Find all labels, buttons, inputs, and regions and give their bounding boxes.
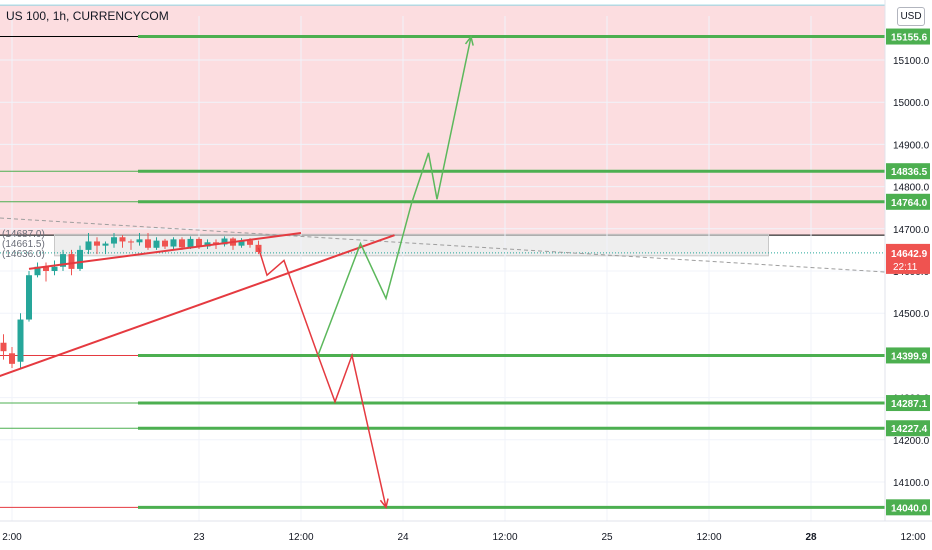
candle-body: [247, 240, 253, 245]
candle-body: [0, 342, 7, 352]
candle-body: [43, 266, 49, 271]
level-price-tag[interactable]: [886, 28, 930, 45]
candle-body: [238, 240, 245, 246]
price-tick-label: 14100.0: [893, 478, 930, 489]
current-price-label: 14642.9: [891, 249, 928, 260]
candle-body: [102, 243, 109, 246]
level-price-label: 15155.6: [891, 33, 928, 44]
level-price-tag[interactable]: [886, 395, 930, 412]
price-tick-label: 14500.0: [893, 309, 930, 320]
level-price-label: 14227.4: [891, 424, 928, 435]
trendline: [0, 234, 395, 377]
candle-body: [77, 249, 83, 269]
bearish-projection-arrow: [379, 498, 389, 510]
candle-body: [94, 241, 100, 246]
level-price-label: 14287.1: [891, 399, 928, 410]
countdown-label: 22:11: [893, 262, 918, 273]
chart-title: US 100, 1h, CURRENCYCOM: [6, 9, 169, 23]
time-tick-label: 12:00: [288, 532, 313, 543]
drawings-layer: [0, 35, 474, 510]
candle-body: [153, 240, 160, 248]
candle-body: [85, 241, 92, 250]
bearish-projection: [257, 247, 387, 508]
level-price-tag[interactable]: [886, 193, 930, 210]
candle-body: [145, 239, 151, 248]
candle-body: [51, 266, 58, 271]
candle-body: [68, 254, 75, 269]
candle-body: [221, 238, 228, 245]
candle-body: [34, 266, 41, 276]
level-price-tag[interactable]: [886, 499, 930, 516]
level-price-tag[interactable]: [886, 420, 930, 437]
candle-body: [9, 353, 15, 364]
candle-body: [60, 254, 66, 267]
price-tick-label: 15100.0: [893, 56, 930, 67]
resistance-zone: [0, 5, 885, 236]
time-tick-label: 12:00: [492, 532, 517, 543]
time-tick-label: 25: [601, 532, 613, 543]
time-tick-label: 23: [193, 532, 205, 543]
time-axis[interactable]: 2:00 23 12:00 24 12:00 25 12:00 28 12:00: [0, 520, 932, 550]
price-tick-label: 15000.0: [893, 98, 930, 109]
price-axis-bg: [885, 0, 932, 550]
time-tick-label: 24: [397, 532, 409, 543]
candle-body: [26, 275, 32, 320]
bullish-projection-arrow: [464, 35, 474, 46]
level-price-label: 14764.0: [891, 198, 928, 209]
time-tick-label: 2:00: [2, 532, 22, 543]
level-price-label: 14399.9: [891, 351, 928, 362]
candle-body: [187, 238, 194, 248]
candle-body: [111, 237, 117, 244]
candle-body: [162, 240, 168, 247]
time-tick-label: 12:00: [696, 532, 721, 543]
dashed-trendline: [0, 217, 886, 273]
price-tick-label: 14200.0: [893, 436, 930, 447]
level-price-label: 14040.0: [891, 503, 928, 514]
currency-button[interactable]: USD: [897, 7, 925, 26]
price-tick-label: 14800.0: [893, 183, 930, 194]
range-label: (14661.5): [2, 239, 45, 250]
price-tick-label: 14700.0: [893, 225, 930, 236]
candle-body: [119, 237, 126, 242]
candle-body: [196, 238, 202, 247]
time-tick-label: 12:00: [900, 532, 925, 543]
candle-body: [179, 239, 185, 248]
trendline: [28, 232, 302, 270]
candle-body: [128, 241, 134, 243]
level-price-label: 14836.5: [891, 167, 928, 178]
candle-body: [17, 319, 24, 362]
bullish-projection: [317, 36, 472, 356]
current-price-tag[interactable]: [886, 243, 930, 274]
time-tick-label: 28: [805, 532, 817, 543]
resistance-zone-layer: [0, 4, 885, 257]
level-price-tag[interactable]: [886, 347, 930, 364]
level-price-tag[interactable]: [886, 163, 930, 180]
candle-body: [170, 239, 177, 247]
range-label: (14687.0): [2, 229, 45, 240]
range-label: (14636.0): [2, 249, 45, 260]
candle-body: [136, 239, 143, 243]
price-tick-label: 14900.0: [893, 140, 930, 151]
time-axis-bg: [0, 521, 932, 550]
price-axis[interactable]: 14100.014200.014300.014400.014500.014600…: [884, 0, 932, 550]
